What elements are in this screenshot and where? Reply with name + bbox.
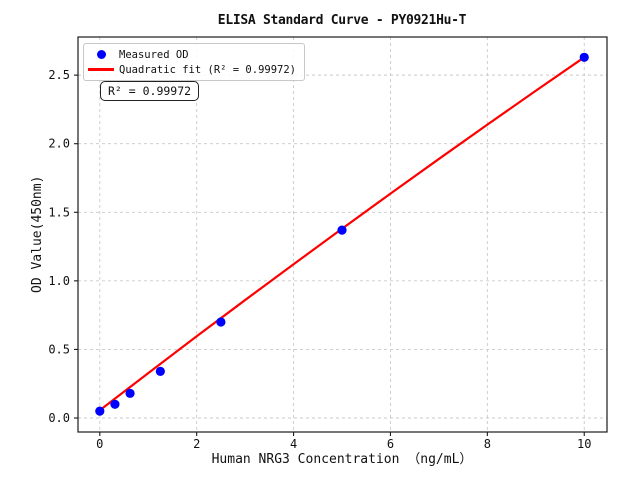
data-point	[95, 406, 105, 416]
y-tick-label: 2.0	[48, 137, 70, 151]
legend-label-quadratic-fit: Quadratic fit (R² = 0.99972)	[119, 63, 297, 76]
legend-marker-box	[88, 68, 114, 71]
x-axis-label: Human NRG3 Concentration （ng/mL）	[211, 452, 473, 467]
x-tick-label: 10	[577, 437, 591, 451]
legend-item-measured-od: Measured OD	[88, 47, 296, 62]
y-axis-label: OD Value(450nm)	[30, 175, 45, 293]
legend-item-quadratic-fit: Quadratic fit (R² = 0.99972)	[88, 62, 296, 77]
data-point	[579, 52, 589, 62]
x-tick-label: 4	[290, 437, 297, 451]
data-point	[155, 366, 165, 376]
y-tick-label: 0.5	[48, 342, 70, 356]
x-tick-label: 8	[484, 437, 491, 451]
measured-od-dot-icon	[96, 50, 106, 59]
chart-title: ELISA Standard Curve - PY0921Hu-T	[217, 13, 467, 28]
r-squared-annotation: R² = 0.99972	[100, 81, 200, 101]
data-point	[337, 225, 347, 235]
x-tick-label: 2	[193, 437, 200, 451]
data-point	[125, 388, 135, 398]
plot-border	[77, 36, 608, 433]
data-point	[216, 317, 226, 327]
y-tick-label: 2.5	[48, 68, 70, 82]
y-tick-label: 0.0	[48, 411, 70, 425]
quadratic-fit-line-icon	[88, 68, 114, 71]
legend-label-measured-od: Measured OD	[119, 48, 189, 61]
legend: Measured OD Quadratic fit (R² = 0.99972)	[83, 43, 306, 81]
y-tick-label: 1.5	[48, 205, 70, 219]
y-tick-label: 1.0	[48, 274, 70, 288]
x-tick-label: 0	[96, 437, 103, 451]
x-tick-label: 6	[387, 437, 394, 451]
data-point	[110, 399, 120, 409]
legend-marker-box	[88, 50, 114, 59]
